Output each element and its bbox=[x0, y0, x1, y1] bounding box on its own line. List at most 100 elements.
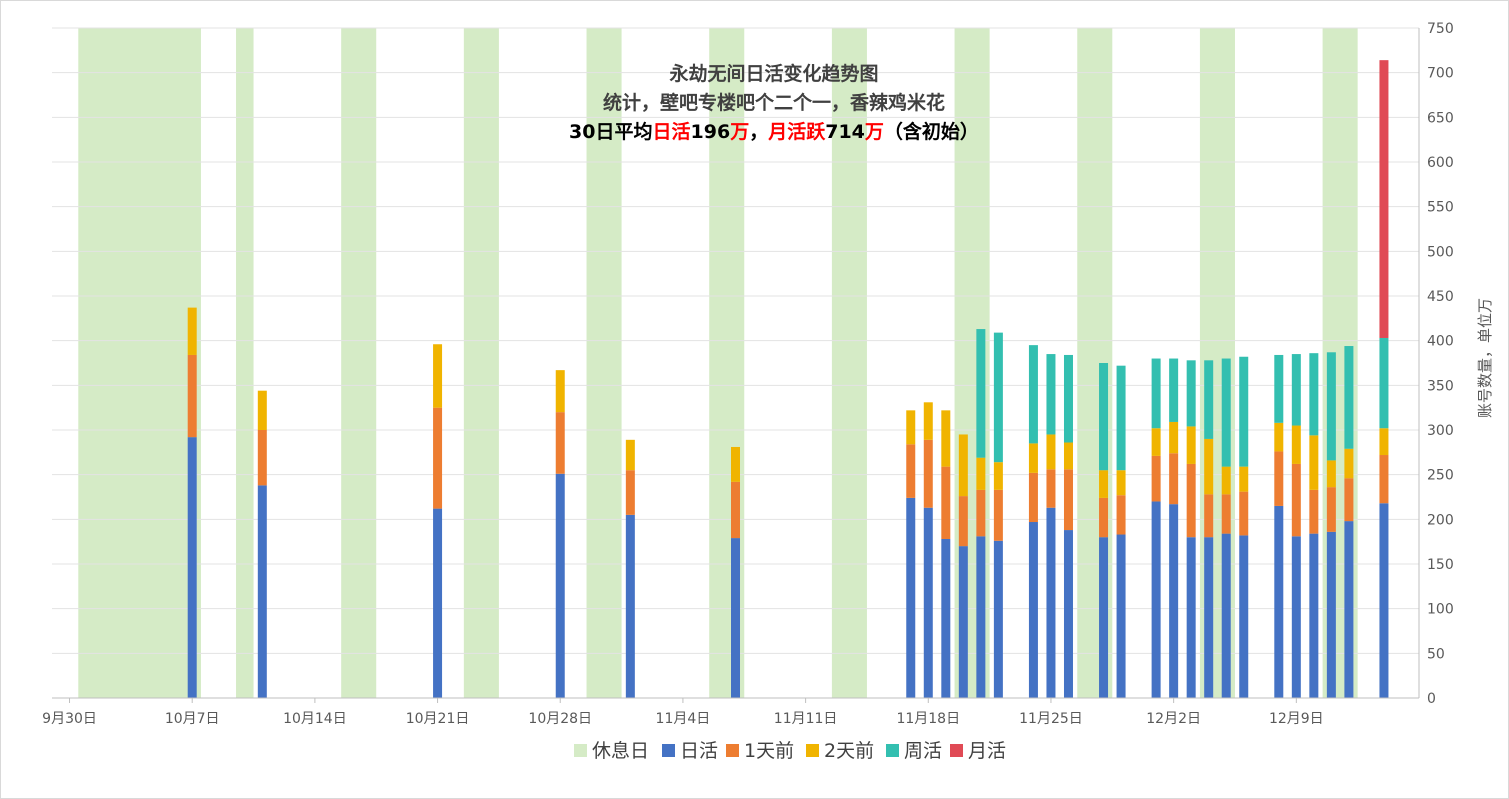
bar-segment bbox=[625, 470, 635, 515]
bar-segment bbox=[906, 410, 916, 445]
bar-segment bbox=[1274, 451, 1284, 506]
y-tick-label: 650 bbox=[1427, 110, 1454, 126]
bar-segment bbox=[555, 370, 565, 413]
bar-segment bbox=[433, 407, 443, 509]
y-tick-label: 450 bbox=[1427, 289, 1454, 305]
bar-segment bbox=[1379, 428, 1389, 456]
bar-segment bbox=[1379, 337, 1389, 429]
title-line: 30日平均日活196万，月活跃714万（含初始） bbox=[569, 120, 979, 143]
bar-segment bbox=[1169, 453, 1179, 505]
legend-item: 1天前 bbox=[726, 740, 794, 762]
y-tick-label: 300 bbox=[1427, 423, 1454, 439]
bar-segment bbox=[1169, 358, 1179, 422]
x-tick-label: 11月25日 bbox=[1019, 711, 1083, 727]
title-segment: 714 bbox=[825, 121, 865, 143]
legend-label: 休息日 bbox=[592, 740, 649, 762]
y-tick-label: 150 bbox=[1427, 557, 1454, 573]
bar-segment bbox=[1309, 435, 1319, 490]
bar-segment bbox=[731, 538, 740, 698]
legend-label: 1天前 bbox=[744, 740, 794, 762]
bar-segment bbox=[976, 489, 986, 537]
bar-segment bbox=[1151, 501, 1161, 698]
legend-swatch bbox=[574, 744, 587, 757]
bar-segment bbox=[1274, 354, 1284, 423]
y-tick-label: 350 bbox=[1427, 378, 1454, 394]
bar-segment bbox=[1186, 426, 1196, 464]
bar-segment bbox=[1099, 363, 1109, 471]
bar-segment bbox=[993, 489, 1003, 541]
y-tick-label: 0 bbox=[1427, 691, 1436, 707]
bar-segment bbox=[941, 410, 951, 467]
bar-segment bbox=[433, 508, 443, 698]
bar-segment bbox=[941, 538, 951, 698]
bar-segment bbox=[1063, 354, 1073, 443]
bar-segment bbox=[257, 485, 267, 698]
bar-segment bbox=[1186, 360, 1196, 427]
bar-segment bbox=[1099, 497, 1109, 538]
bar-segment bbox=[433, 344, 443, 408]
bar-segment bbox=[187, 437, 197, 698]
bar-segment bbox=[257, 430, 267, 486]
y-tick-label: 600 bbox=[1427, 155, 1454, 171]
x-tick-label: 10月14日 bbox=[283, 711, 347, 727]
bar-segment bbox=[1239, 491, 1249, 536]
bar-segment bbox=[1046, 507, 1056, 698]
rest-day-band bbox=[831, 28, 867, 698]
x-tick-label: 10月28日 bbox=[528, 711, 592, 727]
bar-segment bbox=[1344, 521, 1354, 698]
bar-segment bbox=[1344, 478, 1354, 522]
x-tick-label: 11月18日 bbox=[896, 711, 960, 727]
legend-label: 日活 bbox=[680, 740, 718, 762]
bar-segment bbox=[976, 457, 986, 490]
bar-segment bbox=[923, 402, 933, 440]
bar-segment bbox=[1046, 354, 1056, 435]
bar-segment bbox=[731, 481, 740, 539]
rest-day-band bbox=[586, 28, 622, 698]
title-segment: 统计，壁吧专楼吧个二个一，香辣鸡米花 bbox=[603, 91, 945, 114]
bar-segment bbox=[906, 444, 916, 498]
bar-segment bbox=[1151, 455, 1161, 502]
y-tick-label: 700 bbox=[1427, 66, 1454, 82]
x-tick-label: 12月2日 bbox=[1146, 711, 1201, 727]
bar-segment bbox=[1379, 60, 1389, 338]
title-segment: ， bbox=[749, 121, 768, 143]
bar-segment bbox=[1151, 358, 1161, 429]
bar-segment bbox=[1046, 469, 1056, 508]
bar-segment bbox=[1274, 422, 1284, 452]
bar-segment bbox=[1028, 443, 1038, 473]
title-segment: 196 bbox=[691, 121, 731, 143]
rest-day-band bbox=[341, 28, 377, 698]
legend-label: 月活 bbox=[968, 740, 1006, 762]
bar-segment bbox=[1326, 531, 1336, 698]
y-tick-label: 100 bbox=[1427, 602, 1454, 618]
bar-segment bbox=[976, 329, 986, 458]
legend-swatch bbox=[726, 744, 739, 757]
x-tick-label: 10月7日 bbox=[165, 711, 220, 727]
bar-segment bbox=[1116, 470, 1126, 496]
bar-segment bbox=[993, 332, 1003, 463]
bar-segment bbox=[1028, 345, 1038, 444]
bar-segment bbox=[1099, 537, 1109, 698]
y-tick-label: 200 bbox=[1427, 512, 1454, 528]
bar-segment bbox=[1291, 536, 1301, 698]
bar-segment bbox=[1063, 442, 1073, 470]
bar-segment bbox=[1204, 494, 1214, 538]
bar-segment bbox=[1221, 533, 1231, 698]
x-tick-label: 11月11日 bbox=[774, 711, 838, 727]
bar-segment bbox=[993, 462, 1003, 490]
legend: 休息日 日活 1天前 2天前 周活 月活 bbox=[574, 740, 1006, 762]
bar-segment bbox=[923, 507, 933, 698]
bar-segment bbox=[1204, 360, 1214, 439]
bar-segment bbox=[1239, 466, 1249, 492]
bar-segment bbox=[1046, 434, 1056, 470]
y-tick-label: 400 bbox=[1427, 334, 1454, 350]
bar-segment bbox=[958, 546, 968, 698]
bar-segment bbox=[1186, 463, 1196, 538]
bar-segment bbox=[1204, 537, 1214, 698]
bar-segment bbox=[1291, 354, 1301, 426]
title-line: 永劫无间日活变化趋势图 bbox=[668, 62, 878, 85]
axes: 0 50 100 150 200 250 300 350 400 450 500 550 600 650 7… bbox=[42, 21, 1454, 727]
legend-swatch bbox=[806, 744, 819, 757]
title-segment: 30日平均 bbox=[569, 120, 652, 143]
